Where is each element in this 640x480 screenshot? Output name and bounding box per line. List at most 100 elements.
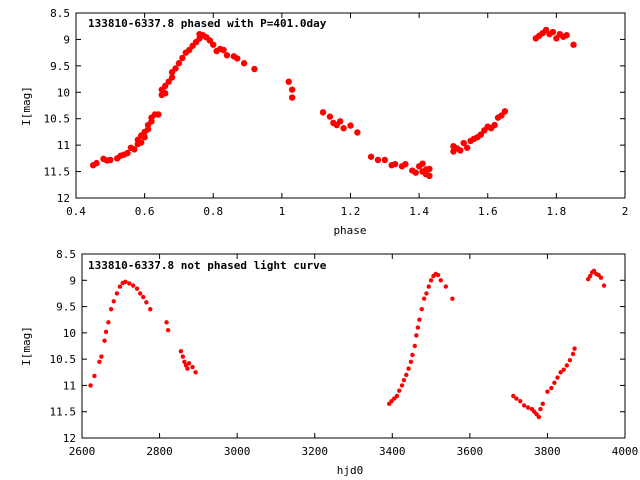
unphased-data-point — [180, 354, 186, 359]
unphased-data-point — [438, 278, 443, 283]
phased-data-point — [542, 26, 550, 34]
phased-y-tick-label: 8.5 — [50, 7, 70, 20]
phased-data-point — [563, 32, 570, 39]
unphased-data-point — [585, 277, 591, 282]
unphased-x-tick-label: 3400 — [379, 445, 406, 458]
unphased-data-point — [408, 359, 414, 364]
phased-data-point — [419, 160, 426, 167]
unphased-data-point — [545, 389, 550, 394]
unphased-data-point — [570, 351, 576, 357]
phased-plot-frame — [75, 12, 626, 199]
unphased-chart-title: 133810-6337.8 not phased light curve — [88, 259, 327, 272]
unphased-data-point — [511, 393, 516, 399]
unphased-data-point — [148, 307, 153, 312]
phased-data-point — [155, 111, 162, 118]
unphased-data-point — [558, 370, 563, 375]
phased-data-point — [206, 37, 214, 44]
unphased-data-point — [117, 284, 123, 289]
unphased-data-point — [102, 338, 107, 343]
unphased-data-point — [417, 317, 422, 322]
unphased-data-point — [561, 367, 566, 372]
unphased-data-point — [419, 307, 424, 312]
unphased-data-point — [540, 401, 545, 407]
unphased-y-tick-label: 10.5 — [50, 353, 77, 366]
unphased-y-tick-label: 11 — [63, 379, 76, 392]
unphased-data-point — [127, 281, 132, 286]
phased-data-point — [460, 139, 467, 147]
phased-data-point — [220, 46, 227, 54]
phased-data-point — [347, 122, 354, 129]
phased-data-point — [172, 65, 179, 72]
unphased-data-point — [389, 399, 394, 404]
phased-data-point — [337, 118, 344, 125]
unphased-data-point — [552, 380, 557, 385]
phased-y-tick-label: 9.5 — [50, 60, 70, 73]
phased-y-tick-label: 11 — [57, 139, 70, 152]
phased-data-point — [288, 86, 296, 93]
unphased-data-point — [182, 359, 187, 364]
phased-data-point — [491, 121, 498, 129]
phased-data-point — [210, 41, 217, 48]
phased-data-point — [251, 65, 258, 73]
phased-x-tick-label: 1 — [279, 205, 286, 218]
unphased-x-tick-label: 4000 — [612, 445, 639, 458]
phased-x-axis-label: phase — [333, 224, 366, 237]
phased-data-point — [137, 139, 145, 146]
unphased-data-point — [392, 396, 397, 401]
phased-data-point — [186, 46, 193, 54]
phased-light-curve-panel: 0.4 0.6 0.8 1 1.2 1.4 1.6 1.8 2 8.5 9 9.5 10 10.5 11 11… — [20, 7, 628, 237]
unphased-data-point — [404, 372, 409, 378]
unphased-x-tick-label: 2800 — [146, 445, 173, 458]
phased-data-point — [319, 109, 327, 116]
unphased-data-point — [572, 346, 577, 351]
unphased-data-point — [164, 320, 169, 325]
phased-data-point — [285, 78, 292, 85]
phased-data-point — [179, 54, 186, 62]
unphased-data-point — [106, 320, 111, 325]
phased-y-axis-label: I[mag] — [20, 86, 33, 126]
unphased-x-tick-label: 2600 — [69, 445, 96, 458]
unphased-data-point — [99, 354, 104, 359]
phased-data-point — [288, 94, 296, 101]
unphased-data-point — [536, 414, 542, 420]
unphased-data-point — [421, 296, 427, 301]
unphased-data-point — [144, 300, 149, 305]
unphased-data-point — [114, 291, 120, 296]
phased-data-point — [498, 112, 505, 119]
unphased-data-point — [601, 283, 607, 288]
phased-data-point — [402, 160, 409, 168]
unphased-y-tick-label: 11.5 — [50, 406, 77, 419]
unphased-data-point — [555, 375, 560, 380]
unphased-data-point — [518, 399, 523, 404]
unphased-x-tick-label: 3800 — [534, 445, 561, 458]
unphased-data-point — [564, 363, 570, 368]
phased-y-tick-label: 10 — [57, 86, 70, 99]
unphased-data-point — [435, 272, 441, 278]
phased-x-tick-label: 1.2 — [341, 205, 361, 218]
unphased-x-axis-label: hjd0 — [337, 464, 364, 477]
unphased-data-point — [525, 405, 531, 410]
phased-x-tick-label: 0.6 — [135, 205, 155, 218]
phased-x-tick-label: 1.8 — [546, 205, 566, 218]
phased-y-tick-label: 10.5 — [44, 113, 71, 126]
unphased-data-point — [397, 388, 402, 393]
phased-data-point — [162, 90, 169, 97]
phased-data-point — [107, 156, 114, 164]
unphased-data-point — [401, 377, 407, 383]
phased-data-point — [340, 125, 347, 132]
unphased-x-tick-label: 3200 — [301, 445, 328, 458]
phased-data-point — [426, 165, 433, 173]
phased-y-tick-label: 12 — [57, 192, 70, 205]
unphased-data-point — [587, 273, 593, 279]
phased-data-point — [326, 113, 334, 120]
unphased-y-tick-label: 9 — [69, 274, 76, 287]
unphased-data-point — [130, 283, 136, 288]
phased-x-tick-label: 2 — [622, 205, 629, 218]
phased-data-point — [162, 82, 169, 90]
unphased-data-point — [185, 366, 190, 371]
unphased-data-point — [450, 296, 455, 301]
unphased-data-point — [108, 307, 114, 312]
phased-ticks: 0.4 0.6 0.8 1 1.2 1.4 1.6 1.8 2 8.5 9 9.5 10 10.5 11 11… — [44, 7, 629, 218]
unphased-light-curve-panel: 2600 2800 3000 3200 3400 3600 3800 4000 8.5 9 9.5 1… — [20, 248, 638, 477]
